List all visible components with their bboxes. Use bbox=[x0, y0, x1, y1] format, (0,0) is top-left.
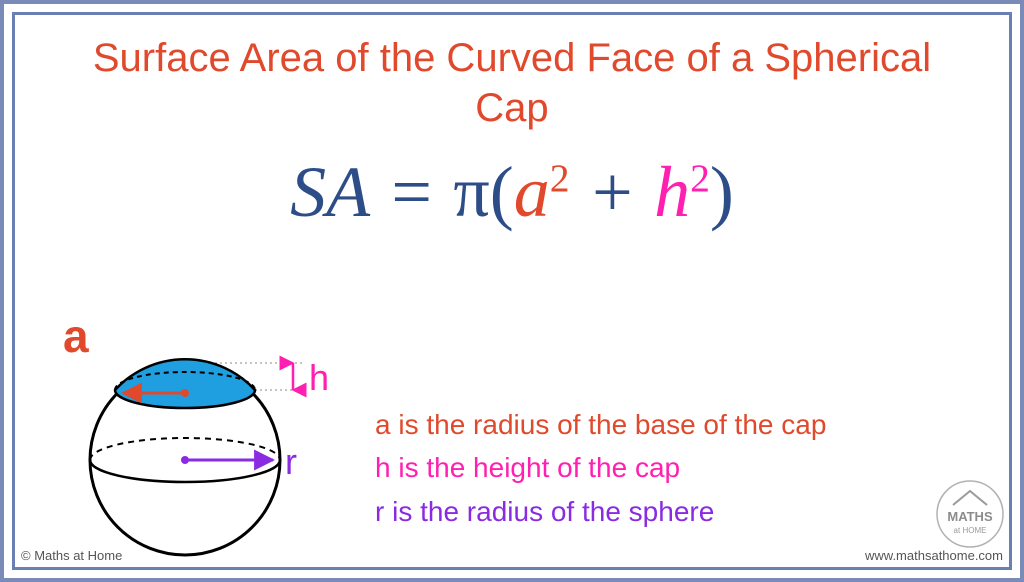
formula-lhs: SA bbox=[290, 152, 369, 232]
cap-fill bbox=[115, 359, 255, 408]
formula-a-exp: 2 bbox=[550, 156, 570, 200]
formula-h-exp: 2 bbox=[690, 156, 710, 200]
page-title: Surface Area of the Curved Face of a Sph… bbox=[15, 15, 1009, 133]
formula-eq: = bbox=[369, 152, 454, 232]
inner-frame: Surface Area of the Curved Face of a Sph… bbox=[12, 12, 1012, 570]
formula-pi: π bbox=[453, 152, 489, 232]
legend-r: r is the radius of the sphere bbox=[375, 490, 826, 533]
label-r: r bbox=[285, 441, 297, 483]
formula-plus: + bbox=[570, 152, 655, 232]
logo: MATHS at HOME bbox=[935, 479, 1005, 549]
logo-text-bot: at HOME bbox=[954, 526, 987, 535]
legend-a: a is the radius of the base of the cap bbox=[375, 403, 826, 446]
formula-close: ) bbox=[710, 152, 734, 232]
formula-open: ( bbox=[490, 152, 514, 232]
sphere-diagram: a h r bbox=[45, 315, 365, 565]
outer-frame: Surface Area of the Curved Face of a Sph… bbox=[0, 0, 1024, 582]
copyright-text: © Maths at Home bbox=[21, 548, 122, 563]
logo-svg: MATHS at HOME bbox=[935, 479, 1005, 549]
sphere-svg bbox=[45, 315, 365, 565]
legend-h: h is the height of the cap bbox=[375, 446, 826, 489]
label-a: a bbox=[63, 309, 89, 363]
formula-h: h bbox=[654, 152, 690, 232]
site-url: www.mathsathome.com bbox=[865, 548, 1003, 563]
formula: SA = π(a2 + h2) bbox=[15, 153, 1009, 232]
label-h: h bbox=[309, 357, 329, 399]
legend: a is the radius of the base of the cap h… bbox=[375, 403, 826, 533]
logo-text-top: MATHS bbox=[947, 509, 993, 524]
formula-a: a bbox=[514, 152, 550, 232]
